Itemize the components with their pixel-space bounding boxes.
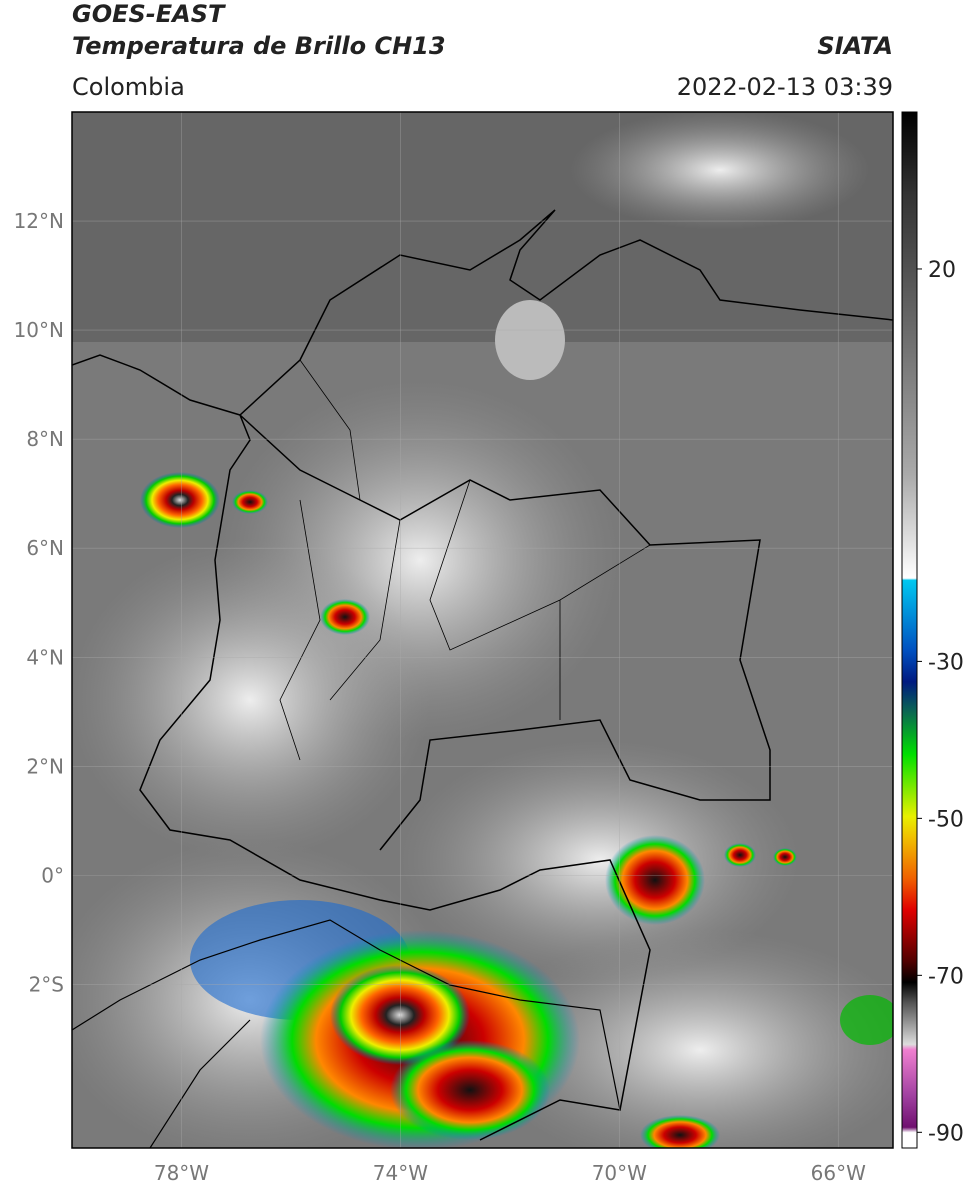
- colorbar-tick-label: -30: [928, 650, 964, 675]
- colorbar-tick-label: -50: [928, 807, 964, 832]
- lon-tick-label: 66°W: [811, 1161, 866, 1185]
- lat-tick-label: 2°S: [29, 972, 64, 996]
- lat-tick-label: 0°: [41, 863, 64, 887]
- timestamp: 2022-02-13 03:39: [677, 73, 893, 101]
- lat-tick-label: 12°N: [14, 209, 64, 233]
- map-frame: [71, 111, 894, 1149]
- title: GOES-EAST: [72, 0, 226, 28]
- colorbar: [901, 111, 918, 1149]
- lat-tick-label: 8°N: [26, 427, 64, 451]
- subtitle: Temperatura de Brillo CH13: [72, 32, 446, 60]
- colorbar-tick-label: -70: [928, 964, 964, 989]
- colorbar-tick-label: -90: [928, 1121, 964, 1146]
- lat-tick-label: 4°N: [26, 645, 64, 669]
- lon-tick-label: 70°W: [592, 1161, 647, 1185]
- colorbar-tick-label: 20: [928, 258, 956, 283]
- lon-tick-label: 78°W: [154, 1161, 209, 1185]
- source: SIATA: [817, 32, 893, 60]
- lon-tick-label: 74°W: [373, 1161, 428, 1185]
- lat-tick-label: 10°N: [14, 318, 64, 342]
- satellite-image: [72, 112, 893, 1148]
- lat-tick-label: 2°N: [26, 754, 64, 778]
- region: Colombia: [72, 73, 185, 101]
- lat-tick-label: 6°N: [26, 536, 64, 560]
